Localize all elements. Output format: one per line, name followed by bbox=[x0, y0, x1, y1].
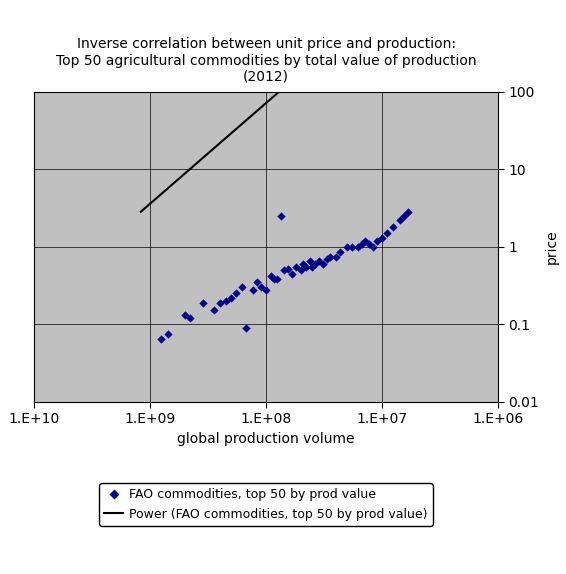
Point bbox=[383, 228, 392, 238]
Point bbox=[267, 272, 276, 281]
Point bbox=[198, 298, 207, 307]
Point bbox=[310, 259, 319, 269]
Point bbox=[403, 208, 412, 217]
Point bbox=[291, 262, 301, 272]
Point bbox=[396, 216, 405, 225]
Point bbox=[368, 242, 378, 251]
Point bbox=[226, 293, 235, 302]
Point bbox=[319, 259, 328, 269]
Point bbox=[361, 236, 370, 245]
Point bbox=[232, 289, 241, 298]
Point bbox=[308, 262, 317, 272]
Point bbox=[257, 283, 266, 292]
Title: Inverse correlation between unit price and production:
Top 50 agricultural commo: Inverse correlation between unit price a… bbox=[55, 37, 477, 84]
X-axis label: global production volume: global production volume bbox=[177, 432, 355, 446]
Point bbox=[302, 262, 311, 272]
Point bbox=[222, 296, 231, 305]
Y-axis label: price: price bbox=[545, 230, 559, 264]
Point bbox=[164, 329, 173, 339]
Point bbox=[252, 278, 261, 287]
Point bbox=[322, 254, 331, 263]
Point bbox=[283, 264, 292, 273]
Point bbox=[209, 305, 218, 314]
Point bbox=[241, 323, 250, 332]
Point bbox=[325, 252, 335, 261]
Point bbox=[342, 242, 351, 251]
Point bbox=[280, 266, 289, 275]
Point bbox=[215, 298, 224, 307]
Point bbox=[389, 223, 398, 232]
Point bbox=[399, 211, 408, 220]
Point bbox=[273, 275, 282, 284]
Point bbox=[365, 239, 374, 248]
Point bbox=[297, 266, 306, 275]
Point bbox=[181, 311, 190, 320]
Point bbox=[354, 242, 363, 251]
Point bbox=[186, 313, 195, 323]
Point bbox=[378, 234, 387, 243]
Point bbox=[276, 211, 285, 220]
Point bbox=[348, 242, 357, 251]
Point bbox=[287, 269, 296, 278]
Point bbox=[298, 259, 307, 269]
Point bbox=[248, 285, 258, 294]
Point bbox=[305, 257, 314, 266]
Point bbox=[238, 283, 247, 292]
Point bbox=[373, 236, 382, 245]
Point bbox=[157, 334, 166, 343]
Point bbox=[336, 248, 345, 257]
Point bbox=[357, 239, 366, 248]
Point bbox=[331, 252, 340, 261]
Point bbox=[261, 285, 271, 294]
Point bbox=[269, 275, 278, 284]
Point bbox=[314, 257, 323, 266]
Legend: FAO commodities, top 50 by prod value, Power (FAO commodities, top 50 by prod va: FAO commodities, top 50 by prod value, P… bbox=[99, 483, 433, 526]
